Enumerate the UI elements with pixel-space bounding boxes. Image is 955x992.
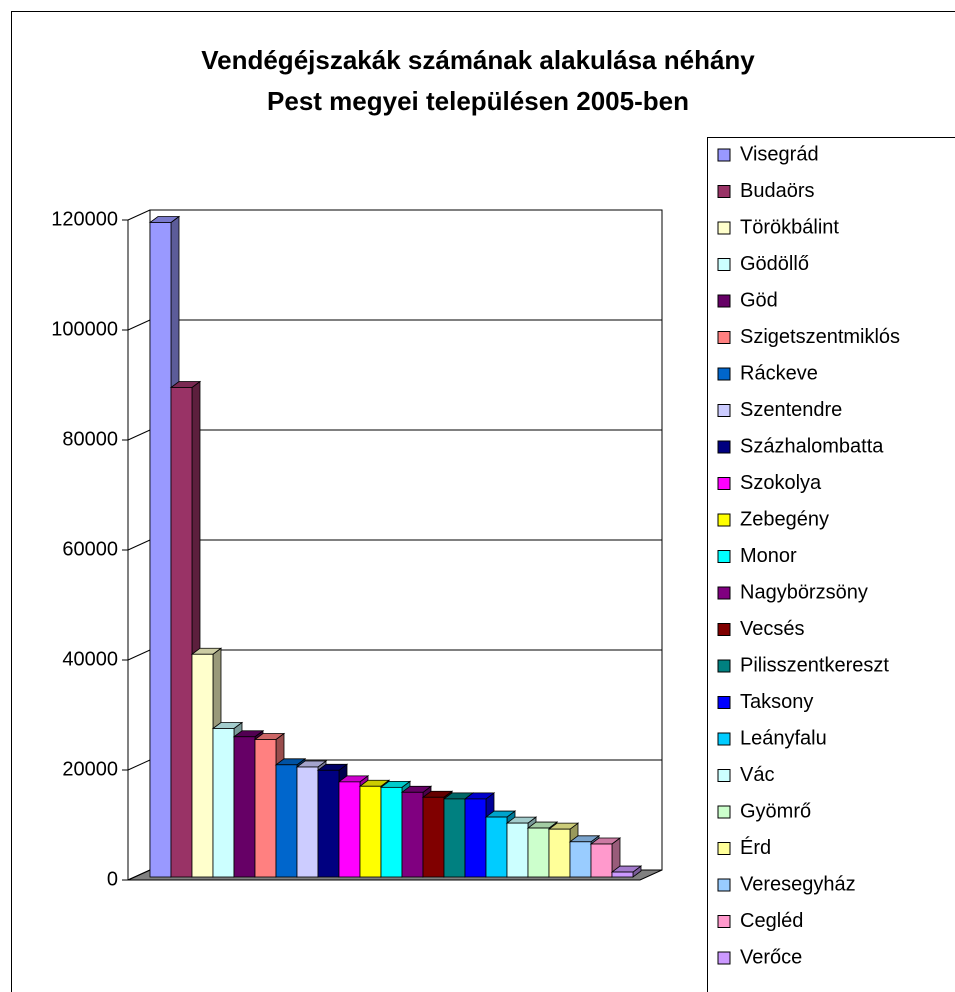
legend-swatch (717, 769, 731, 782)
legend-label: Verőce (740, 946, 802, 968)
bar (569, 841, 592, 878)
legend-swatch (717, 623, 731, 636)
legend-label: Törökbálint (740, 216, 839, 238)
legend-box (707, 137, 955, 992)
legend-label: Vác (740, 764, 774, 786)
legend-swatch (717, 550, 731, 563)
bar (548, 828, 571, 878)
legend-label: Ráckeve (740, 362, 818, 384)
bar (149, 222, 172, 878)
grid-line (127, 209, 151, 221)
legend-label: Nagybörzsöny (740, 581, 868, 603)
legend-swatch (717, 221, 731, 235)
legend-swatch (717, 732, 731, 746)
legend-label: Zebegény (740, 508, 829, 530)
y-tick-label: 0 (107, 868, 118, 890)
bar (317, 769, 340, 878)
bar (590, 843, 613, 878)
grid-line (127, 429, 151, 441)
legend-label: Monor (740, 545, 797, 567)
legend-label: Budaörs (740, 180, 815, 202)
bar (275, 764, 298, 878)
legend-swatch (717, 696, 731, 709)
legend-swatch (717, 878, 731, 892)
legend-swatch (717, 148, 731, 162)
y-tick-label: 120000 (51, 208, 118, 230)
legend-swatch (717, 805, 731, 819)
legend-label: Százhalombatta (740, 435, 884, 457)
bar (464, 798, 487, 878)
legend-swatch (717, 331, 731, 344)
legend-label: Vecsés (740, 618, 804, 640)
chart-title: Vendégéjszakák számának alakulása néhány (201, 45, 755, 75)
legend-swatch (717, 440, 731, 454)
bar (212, 728, 235, 878)
grid-line (127, 869, 151, 881)
legend-swatch (717, 258, 731, 271)
bar (338, 781, 361, 878)
legend-label: Szokolya (740, 472, 822, 494)
bar (527, 827, 550, 878)
bar (506, 822, 529, 878)
bar (485, 816, 508, 878)
legend-label: Cegléd (740, 910, 803, 932)
bar (254, 739, 277, 878)
bar (422, 796, 445, 878)
grid-line (127, 649, 151, 661)
legend-swatch (717, 513, 731, 527)
bar (443, 798, 466, 878)
legend-label: Göd (740, 289, 778, 311)
legend-label: Szigetszentmiklós (740, 326, 900, 348)
grid-line (127, 759, 151, 771)
grid-line (127, 319, 151, 331)
bar (611, 871, 634, 878)
y-tick-label: 40000 (62, 648, 118, 670)
legend-label: Visegrád (740, 143, 819, 165)
legend-label: Gödöllő (740, 253, 809, 275)
legend-label: Taksony (740, 691, 813, 713)
legend-swatch (717, 951, 731, 965)
legend-swatch (717, 915, 731, 928)
y-tick-label: 80000 (62, 428, 118, 450)
bar (170, 387, 193, 878)
legend-swatch (717, 659, 731, 673)
legend-swatch (717, 586, 731, 600)
legend-swatch (717, 404, 731, 417)
bar (233, 736, 256, 878)
bar (380, 786, 403, 878)
y-tick-label: 20000 (62, 758, 118, 780)
chart-title: Pest megyei településen 2005-ben (267, 86, 689, 116)
bar (296, 766, 319, 878)
bar (359, 785, 382, 878)
legend-swatch (717, 842, 731, 855)
legend-label: Szentendre (740, 399, 842, 421)
legend-label: Leányfalu (740, 727, 827, 749)
legend-label: Veresegyház (740, 873, 856, 895)
bar (401, 791, 424, 878)
legend-label: Gyömrő (740, 800, 811, 822)
bar (191, 653, 214, 878)
grid-line (127, 539, 151, 551)
y-tick-label: 100000 (51, 318, 118, 340)
y-tick-label: 60000 (62, 538, 118, 560)
legend-label: Pilisszentkereszt (740, 654, 889, 676)
legend-label: Érd (740, 836, 771, 859)
legend-swatch (717, 477, 731, 490)
legend-swatch (717, 294, 731, 308)
legend-swatch (717, 367, 731, 381)
legend-swatch (717, 185, 731, 198)
